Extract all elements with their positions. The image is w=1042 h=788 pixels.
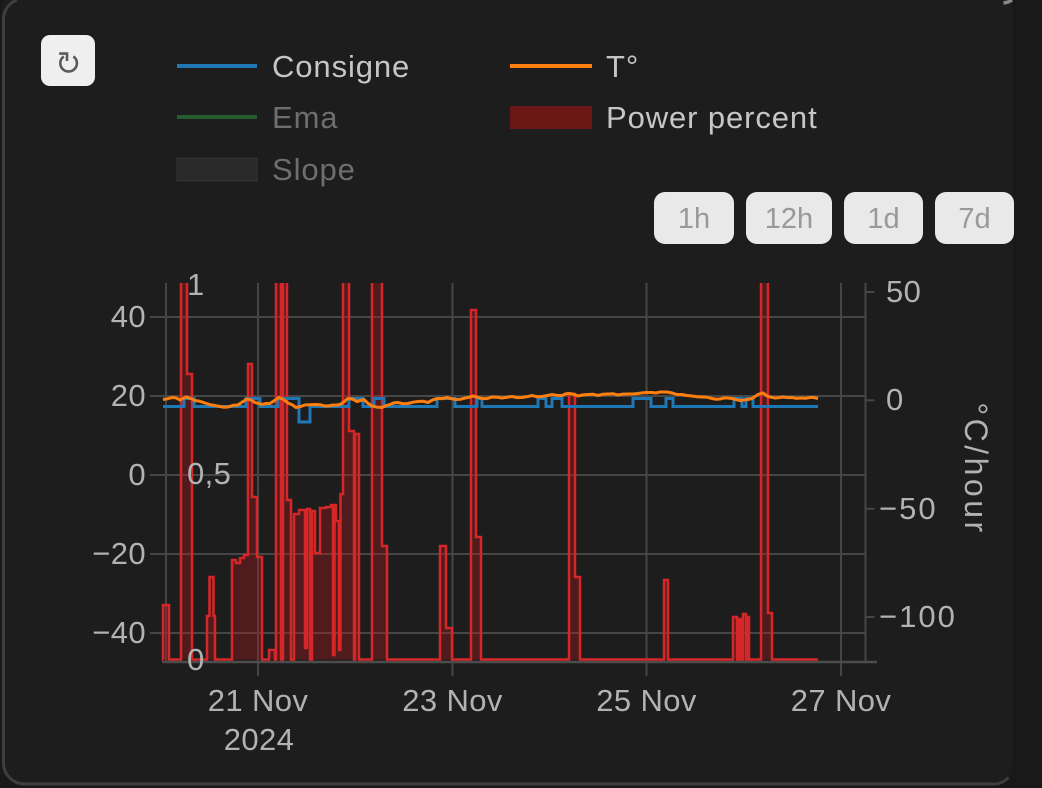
svg-text:Power percent: Power percent xyxy=(606,100,818,135)
svg-text:21 Nov: 21 Nov xyxy=(208,683,309,718)
svg-text:0,5: 0,5 xyxy=(187,456,231,491)
svg-text:7d: 7d xyxy=(958,203,990,235)
svg-text:°C/hour: °C/hour xyxy=(958,402,994,535)
svg-text:T°: T° xyxy=(606,49,639,84)
svg-text:−100: −100 xyxy=(879,599,957,634)
svg-text:−50: −50 xyxy=(879,491,938,526)
svg-text:2024: 2024 xyxy=(224,722,295,757)
svg-text:1h: 1h xyxy=(678,203,710,235)
svg-text:0: 0 xyxy=(187,642,205,677)
svg-text:1: 1 xyxy=(187,267,205,302)
svg-text:Consigne: Consigne xyxy=(272,49,410,84)
svg-text:50: 50 xyxy=(886,274,921,309)
svg-text:27 Nov: 27 Nov xyxy=(791,683,892,718)
svg-text:25 Nov: 25 Nov xyxy=(596,683,697,718)
svg-text:40: 40 xyxy=(111,299,146,334)
svg-text:−20: −20 xyxy=(92,536,146,571)
svg-text:1d: 1d xyxy=(867,203,899,235)
svg-text:0: 0 xyxy=(128,457,146,492)
svg-text:12h: 12h xyxy=(765,203,813,235)
svg-text:20: 20 xyxy=(111,378,146,413)
svg-text:0: 0 xyxy=(886,382,904,417)
svg-text:Slope: Slope xyxy=(272,152,356,187)
svg-text:−40: −40 xyxy=(92,615,146,650)
svg-text:Ema: Ema xyxy=(272,100,338,135)
svg-text:23 Nov: 23 Nov xyxy=(402,683,503,718)
